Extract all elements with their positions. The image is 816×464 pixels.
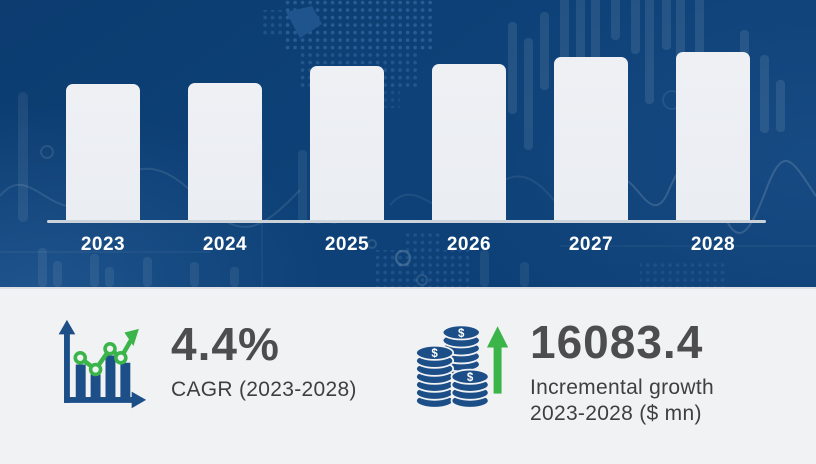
bar-2023: [66, 84, 140, 222]
bar-2028: [676, 52, 750, 222]
bar-2027: [554, 57, 628, 222]
stats-panel: 4.4% CAGR (2023-2028) $: [0, 287, 816, 464]
cagr-label: CAGR (2023-2028): [171, 378, 357, 401]
year-label-2024: 2024: [202, 234, 248, 255]
bar-2024: [188, 83, 262, 222]
incremental-text-block: 16083.4 Incremental growth 2023-2028 ($ …: [530, 311, 714, 427]
svg-text:$: $: [467, 372, 474, 384]
x-axis-line: [47, 220, 766, 223]
cagr-stat-group: 4.4% CAGR (2023-2028): [55, 319, 357, 416]
svg-text:$: $: [431, 348, 438, 360]
incremental-label-line2: 2023-2028 ($ mn): [530, 402, 702, 426]
green-up-arrow-icon: [486, 326, 509, 394]
bar-2025: [310, 66, 384, 222]
year-label-2025: 2025: [324, 234, 370, 255]
year-label-2027: 2027: [568, 234, 614, 255]
incremental-label-line1: Incremental growth: [530, 376, 714, 399]
cagr-text-block: 4.4% CAGR (2023-2028): [171, 319, 357, 403]
year-label-2026: 2026: [446, 234, 492, 255]
green-trend-line: [73, 328, 139, 377]
year-label-2023: 2023: [80, 234, 126, 255]
coin-stack-front: $: [450, 368, 490, 409]
bar-2026: [432, 64, 506, 222]
dot-patches-bottom: [374, 232, 725, 287]
incremental-growth-stat-group: $ $: [408, 311, 714, 427]
year-label-2028: 2028: [690, 234, 736, 255]
svg-text:$: $: [458, 328, 465, 340]
cagr-value: 4.4%: [171, 318, 280, 370]
cagr-growth-chart-icon: [55, 319, 147, 416]
bar-chart-section: 2023 2024 2025 2026 2027 2028: [0, 0, 816, 287]
coin-stack-left: $: [415, 344, 455, 409]
coin-stacks-up-arrow-icon: $ $: [408, 311, 510, 420]
incremental-value: 16083.4: [530, 316, 704, 368]
